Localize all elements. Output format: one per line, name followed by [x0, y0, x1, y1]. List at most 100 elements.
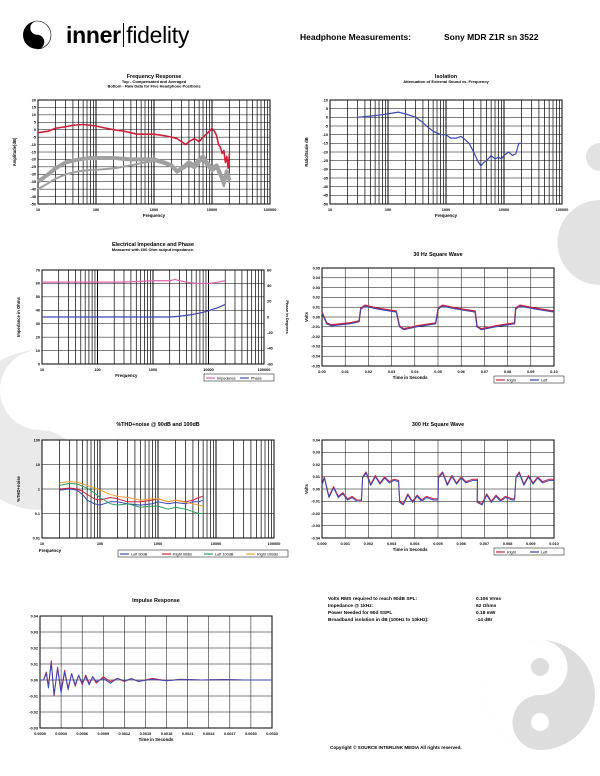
x-tick-label: 10000 — [207, 208, 218, 212]
y-tick-label: 10 — [36, 463, 40, 467]
x-tick-label: 0.07 — [481, 370, 488, 374]
y-tick-label: -20 — [323, 150, 329, 154]
spec-value: 62 Ohms — [476, 604, 497, 609]
chart-title: Frequency Response — [127, 74, 182, 80]
legend-label: Right — [507, 550, 517, 554]
y2-tick-label: -40 — [267, 346, 274, 351]
y-tick-label: 0.03 — [313, 451, 320, 455]
x-tick-label: 0.05 — [434, 370, 441, 374]
y-tick-label: 0 — [326, 116, 328, 120]
logo-word-fidelity: fidelity — [126, 21, 190, 48]
x-tick-label: 0.0027 — [224, 732, 236, 736]
series-line — [40, 661, 272, 695]
x-tick-label: 100000 — [258, 368, 271, 372]
x-axis-label: Frequency — [435, 213, 458, 218]
x-tick-label: 0.004 — [410, 542, 420, 546]
x-tick-label: 0.04 — [411, 370, 419, 374]
y2-tick-label: 0 — [267, 314, 270, 319]
spec-value: 0.18 mW — [476, 611, 496, 616]
y-tick-label: -10 — [31, 143, 37, 147]
series-line — [357, 111, 522, 167]
spec-value: -14 dBr — [476, 618, 493, 623]
y-tick-label: 0.05 — [313, 266, 320, 270]
series-line — [42, 303, 226, 318]
x-tick-label: 0.0006 — [76, 732, 88, 736]
y-tick-label: 0.00 — [313, 315, 320, 319]
x-tick-label: 100000 — [264, 208, 277, 212]
x-tick-label: 0.09 — [527, 370, 534, 374]
chart-subtitle: Measured with 600 Ohm output impedance. — [112, 247, 194, 252]
legend-label: Phase — [251, 376, 262, 380]
y-tick-label: 5 — [326, 107, 328, 111]
x-axis-label: Time in Seconds — [393, 375, 428, 380]
headphone-model: Sony MDR Z1R sn 3522 — [444, 32, 539, 42]
page-title: Headphone Measurements: — [300, 32, 411, 42]
y-tick-label: 50 — [36, 295, 40, 299]
spec-label: Broadband isolation in dB (100Hz to 10kH… — [328, 618, 429, 623]
x-axis-label: Frequency — [115, 373, 138, 378]
y-tick-label: -45 — [31, 195, 37, 199]
y-tick-label: -30 — [323, 168, 329, 172]
y-tick-label: 0 — [34, 128, 36, 132]
x-tick-label: 0.0009 — [97, 732, 109, 736]
x-tick-label: 0.0030 — [245, 732, 257, 736]
y-tick-label: 0.01 — [31, 662, 38, 666]
y-tick-label: 15 — [32, 106, 36, 110]
x-tick-label: 0.009 — [526, 542, 536, 546]
yin-yang-logo-icon — [23, 20, 52, 50]
x-tick-label: 0.002 — [364, 542, 374, 546]
legend-box — [203, 373, 275, 382]
x-tick-label: 1000 — [149, 368, 157, 372]
x-tick-label: 0.001 — [340, 542, 350, 546]
y-tick-label: 0.01 — [313, 475, 320, 479]
y-tick-label: -0.01 — [311, 325, 320, 329]
y-tick-label: -0.02 — [311, 335, 320, 339]
y-tick-label: -25 — [323, 159, 329, 163]
x-tick-label: 10 — [36, 208, 40, 212]
series-line — [59, 481, 204, 507]
x-tick-label: 0.0015 — [140, 732, 152, 736]
spec-label: Impedance @ 1kHz: — [328, 604, 374, 609]
spec-row: Impedance @ 1kHz: 62 Ohms — [328, 604, 558, 611]
chart-title: %THD+noise @ 90dB and 100dB — [116, 422, 199, 428]
y-tick-label: -0.02 — [311, 512, 320, 516]
y-tick-label: 0.04 — [313, 438, 321, 442]
y-tick-label: 5 — [34, 121, 36, 125]
y-tick-label: -0.01 — [29, 694, 38, 698]
y-tick-label: 0.00 — [313, 487, 320, 491]
y-tick-label: -15 — [31, 150, 37, 154]
y-tick-label: 1 — [38, 487, 40, 491]
legend-label: Right — [507, 378, 517, 382]
x-tick-label: 10 — [40, 368, 44, 372]
y-tick-label: -35 — [323, 176, 329, 180]
x-tick-label: 0.06 — [458, 370, 465, 374]
y2-tick-label: -60 — [267, 361, 274, 366]
y-tick-label: -50 — [31, 202, 37, 206]
y-tick-label: 100 — [34, 438, 40, 442]
y-tick-label: 10 — [324, 98, 328, 102]
x-tick-label: 0.03 — [388, 370, 395, 374]
y-tick-label: 0.04 — [31, 614, 39, 618]
legend-label: Left 90dB — [131, 552, 148, 556]
y-tick-label: 0.1 — [35, 512, 40, 516]
x-tick-label: 100000 — [556, 208, 569, 212]
x-tick-label: 0.0033 — [266, 732, 278, 736]
impulse-response-chart: Impulse Response 0.0000 0.0003 0.0006 0.0009… — [29, 598, 278, 742]
logo-word-inner: inner — [66, 21, 121, 48]
x-tick-label: 100000 — [268, 542, 281, 546]
legend-label: Left — [541, 378, 548, 382]
y-tick-label: -50 — [323, 202, 329, 206]
x-axis-label: Frequency — [143, 213, 166, 218]
y-axis-label: Volts — [304, 483, 309, 494]
chart-title: Isolation — [435, 74, 457, 80]
chart-title: Impulse Response — [132, 598, 180, 604]
series-line — [42, 278, 226, 285]
x-tick-label: 1000 — [442, 208, 450, 212]
legend-box — [493, 375, 565, 384]
y-tick-label: -0.03 — [29, 726, 38, 730]
y-tick-label: 0.00 — [31, 678, 38, 682]
spec-row: Broadband isolation in dB (100Hz to 10kH… — [328, 618, 558, 625]
